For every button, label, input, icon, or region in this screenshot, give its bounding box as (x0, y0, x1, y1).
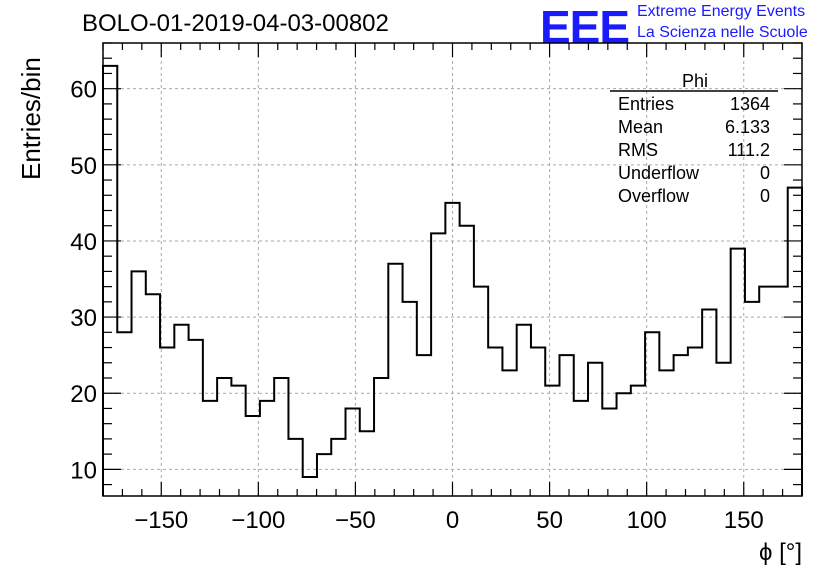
x-tick-label: −50 (335, 507, 376, 534)
histogram-bin (274, 378, 288, 496)
stats-value: 0 (760, 163, 770, 183)
histogram-bin (688, 348, 702, 496)
stats-label: Entries (618, 94, 674, 114)
histogram-bin (117, 332, 131, 496)
histogram-bin (759, 287, 773, 496)
histogram-bin (517, 325, 531, 496)
stats-value: 111.2 (728, 140, 770, 160)
stats-value: 1364 (730, 94, 770, 114)
histogram-bin (417, 355, 431, 496)
histogram-bin (203, 401, 217, 496)
stats-label: Mean (618, 117, 663, 137)
grid (103, 43, 802, 496)
x-tick-label: 100 (627, 507, 667, 534)
y-tick-label: 10 (70, 457, 97, 484)
histogram-bin (645, 332, 659, 496)
histogram-bin (788, 188, 802, 496)
stats-box: Phi Entries 1364 Mean 6.133 RMS 111.2 Underflow… (610, 71, 778, 206)
x-tick-label: 0 (446, 507, 459, 534)
histogram-bin (231, 386, 245, 496)
histogram-bin (260, 401, 274, 496)
histogram-bin (574, 401, 588, 496)
histogram-bin (745, 302, 759, 496)
histogram-bin (146, 294, 160, 496)
histogram-bin (374, 378, 388, 496)
chart-title: BOLO-01-2019-04-03-00802 (82, 10, 389, 37)
x-axis-label: ϕ [°] (759, 539, 802, 566)
x-tick-label: −150 (134, 507, 188, 534)
x-tick-label: −100 (231, 507, 285, 534)
histogram-bin (659, 370, 673, 496)
logo-line-2: La Scienza nelle Scuole (637, 24, 808, 41)
x-tick-label: 50 (536, 507, 563, 534)
histogram-bin (617, 393, 631, 496)
histogram-bin (360, 431, 374, 496)
histogram-bin (132, 271, 146, 496)
histogram-bin (602, 408, 616, 496)
histogram-bin (559, 355, 573, 496)
stats-value: 0 (760, 186, 770, 206)
histogram-bin (403, 302, 417, 496)
histogram-bin (174, 325, 188, 496)
histogram-bin (460, 226, 474, 496)
eee-logo: EEE (540, 1, 630, 53)
histogram-bin (189, 340, 203, 496)
histogram-bin (431, 233, 445, 496)
histogram-bin (160, 348, 174, 496)
histogram-bin (773, 287, 787, 496)
histogram-bin (531, 348, 545, 496)
x-tick-label: 150 (724, 507, 764, 534)
histogram-bin (674, 355, 688, 496)
stats-label: Underflow (618, 163, 700, 183)
y-tick-label: 20 (70, 381, 97, 408)
histogram-bin (502, 370, 516, 496)
histogram-bin (631, 386, 645, 496)
histogram-bin (346, 408, 360, 496)
histogram-bin (217, 378, 231, 496)
histogram-bin (317, 454, 331, 496)
histogram-bin (474, 287, 488, 496)
histogram-bin (545, 386, 559, 496)
y-axis-label: Entries/bin (16, 57, 46, 180)
histogram-bin (588, 363, 602, 496)
stats-name: Phi (682, 71, 708, 91)
stats-value: 6.133 (725, 117, 770, 137)
histogram-bin (388, 264, 402, 496)
histogram (102, 64, 803, 496)
stats-label: Overflow (618, 186, 690, 206)
y-tick-label: 40 (70, 229, 97, 256)
histogram-bin (103, 66, 117, 496)
y-tick-label: 60 (70, 77, 97, 104)
histogram-bin (716, 363, 730, 496)
histogram-bin (303, 477, 317, 496)
tick-labels: −150 −100 −50 0 50 100 150 10 20 30 40 50 60 (70, 77, 763, 534)
histogram-bin (331, 439, 345, 496)
y-tick-label: 30 (70, 305, 97, 332)
y-tick-label: 50 (70, 153, 97, 180)
histogram-bin (288, 439, 302, 496)
stats-label: RMS (618, 140, 658, 160)
histogram-bin (731, 249, 745, 496)
histogram-bin (488, 348, 502, 496)
axis-ticks (102, 42, 803, 496)
logo-line-1: Extreme Energy Events (637, 3, 806, 20)
histogram-bin (445, 203, 459, 496)
histogram-outline (102, 64, 803, 496)
histogram-bin (702, 309, 716, 496)
